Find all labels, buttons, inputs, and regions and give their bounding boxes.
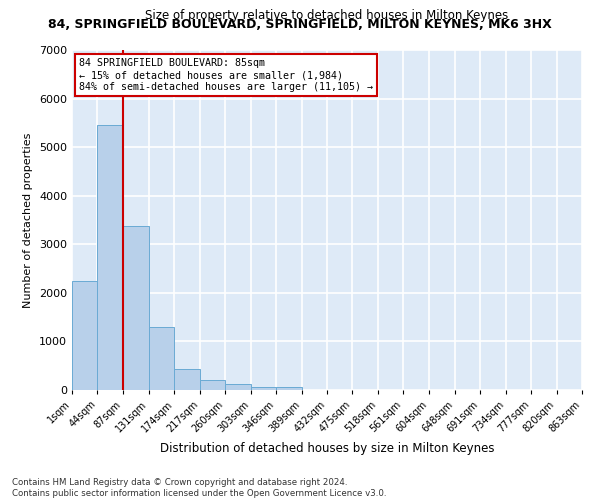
Title: Size of property relative to detached houses in Milton Keynes: Size of property relative to detached ho… — [145, 10, 509, 22]
Bar — [97, 126, 123, 390]
Bar — [276, 387, 302, 390]
Bar — [251, 387, 276, 390]
Bar — [72, 280, 97, 390]
Bar — [149, 327, 175, 390]
Bar — [200, 380, 225, 390]
Bar — [225, 384, 251, 390]
X-axis label: Distribution of detached houses by size in Milton Keynes: Distribution of detached houses by size … — [160, 442, 494, 456]
Bar — [123, 226, 149, 390]
Text: Contains HM Land Registry data © Crown copyright and database right 2024.
Contai: Contains HM Land Registry data © Crown c… — [12, 478, 386, 498]
Bar — [175, 369, 200, 390]
Y-axis label: Number of detached properties: Number of detached properties — [23, 132, 34, 308]
Text: 84 SPRINGFIELD BOULEVARD: 85sqm
← 15% of detached houses are smaller (1,984)
84%: 84 SPRINGFIELD BOULEVARD: 85sqm ← 15% of… — [79, 58, 373, 92]
Text: 84, SPRINGFIELD BOULEVARD, SPRINGFIELD, MILTON KEYNES, MK6 3HX: 84, SPRINGFIELD BOULEVARD, SPRINGFIELD, … — [48, 18, 552, 30]
